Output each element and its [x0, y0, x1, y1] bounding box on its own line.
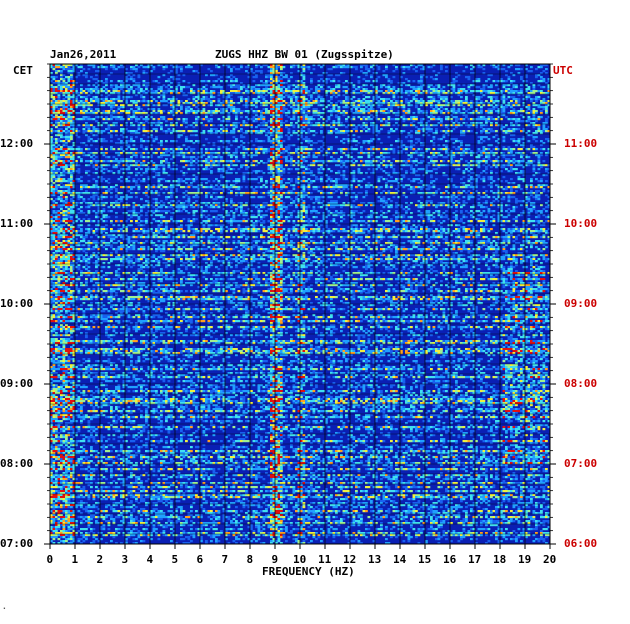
- y-left-tick-label: 08:00: [0, 457, 33, 470]
- x-tick-label: 16: [443, 553, 456, 566]
- y-left-tick-label: 09:00: [0, 377, 33, 390]
- y-left-tick-label: 10:00: [0, 297, 33, 310]
- grid-lines: [50, 64, 550, 544]
- x-tick-label: 13: [368, 553, 381, 566]
- y-right-tick-label: 09:00: [564, 297, 597, 310]
- y-left-tick-label: 11:00: [0, 217, 33, 230]
- x-tick-label: 12: [343, 553, 356, 566]
- x-tick-label: 6: [197, 553, 204, 566]
- x-tick-label: 9: [272, 553, 279, 566]
- x-tick-label: 8: [247, 553, 254, 566]
- x-tick-label: 5: [172, 553, 179, 566]
- x-tick-label: 17: [468, 553, 481, 566]
- y-right-tick-label: 06:00: [564, 537, 597, 550]
- x-tick-label: 1: [72, 553, 79, 566]
- x-tick-label: 10: [293, 553, 306, 566]
- x-tick-label: 4: [147, 553, 154, 566]
- x-tick-label: 11: [318, 553, 331, 566]
- x-tick-label: 2: [97, 553, 104, 566]
- spectrogram-plot: [0, 0, 630, 624]
- y-right-tick-label: 07:00: [564, 457, 597, 470]
- y-right-tick-label: 08:00: [564, 377, 597, 390]
- x-axis-label: FREQUENCY (HZ): [262, 565, 355, 578]
- y-right-tick-label: 10:00: [564, 217, 597, 230]
- x-tick-label: 18: [493, 553, 506, 566]
- spectrogram-figure: Jan26,2011 ZUGS HHZ BW 01 (Zugsspitze) C…: [0, 0, 630, 624]
- y-right-tick-label: 11:00: [564, 137, 597, 150]
- y-left-tick-label: 12:00: [0, 137, 33, 150]
- y-left-tick-label: 07:00: [0, 537, 33, 550]
- x-tick-label: 0: [47, 553, 54, 566]
- x-tick-label: 19: [518, 553, 531, 566]
- x-tick-label: 14: [393, 553, 406, 566]
- corner-mark: ·: [2, 604, 7, 613]
- x-tick-label: 15: [418, 553, 431, 566]
- x-tick-label: 7: [222, 553, 229, 566]
- x-tick-label: 3: [122, 553, 129, 566]
- x-tick-label: 20: [543, 553, 556, 566]
